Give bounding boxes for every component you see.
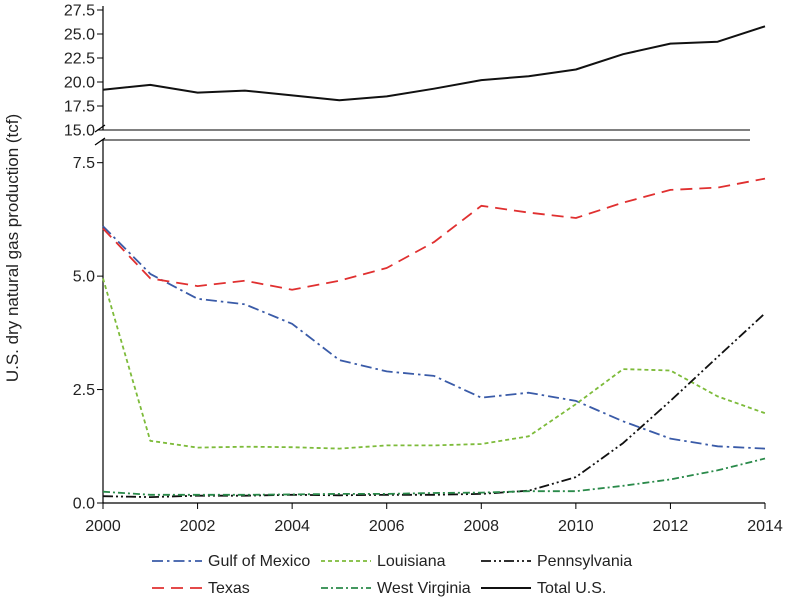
upper-y-tick-label: 22.5	[64, 51, 95, 68]
lower-y-tick-label: 0.0	[73, 496, 95, 513]
legend-label: Louisiana	[377, 553, 446, 570]
x-tick-label: 2014	[747, 518, 783, 535]
lower-y-tick-label: 7.5	[73, 155, 95, 172]
series-line-louisiana	[102, 278, 766, 450]
series-line-pennsylvania	[102, 312, 766, 499]
x-tick-label: 2006	[369, 518, 405, 535]
axis-break-mark	[94, 124, 106, 133]
lower-y-tick-label: 5.0	[73, 269, 95, 286]
upper-y-tick-label: 15.0	[64, 123, 95, 140]
x-tick-label: 2008	[463, 518, 499, 535]
legend-label: Texas	[208, 580, 250, 597]
legend: Gulf of Mexico Louisiana Pennsylvania Texas…	[152, 553, 632, 597]
series-line-total-u-s	[102, 25, 766, 102]
series-line-texas	[102, 177, 766, 291]
series-line-west-virginia	[102, 457, 766, 496]
lower-y-tick-label: 2.5	[73, 382, 95, 399]
x-tick-label: 2010	[558, 518, 594, 535]
x-tick-label: 2012	[653, 518, 689, 535]
series-line-gulf-of-mexico	[102, 225, 766, 450]
series-layer	[102, 25, 766, 499]
axes: 15.0 17.5 20.0 22.5 25.0 27.5 0.0 2.5 5.0 7.5 2000…	[64, 3, 783, 536]
upper-y-tick-label: 17.5	[64, 99, 95, 116]
legend-label: West Virginia	[377, 580, 471, 597]
legend-label: Pennsylvania	[537, 553, 632, 570]
x-tick-label: 2000	[85, 518, 121, 535]
x-tick-label: 2004	[274, 518, 310, 535]
x-tick-label: 2002	[180, 518, 216, 535]
legend-label: Gulf of Mexico	[208, 553, 310, 570]
legend-label: Total U.S.	[537, 580, 606, 597]
y-axis-label: U.S. dry natural gas production (tcf)	[3, 114, 22, 382]
upper-y-tick-label: 20.0	[64, 75, 95, 92]
upper-y-tick-label: 27.5	[64, 3, 95, 20]
axis-break-mark	[94, 137, 106, 146]
upper-y-tick-label: 25.0	[64, 27, 95, 44]
